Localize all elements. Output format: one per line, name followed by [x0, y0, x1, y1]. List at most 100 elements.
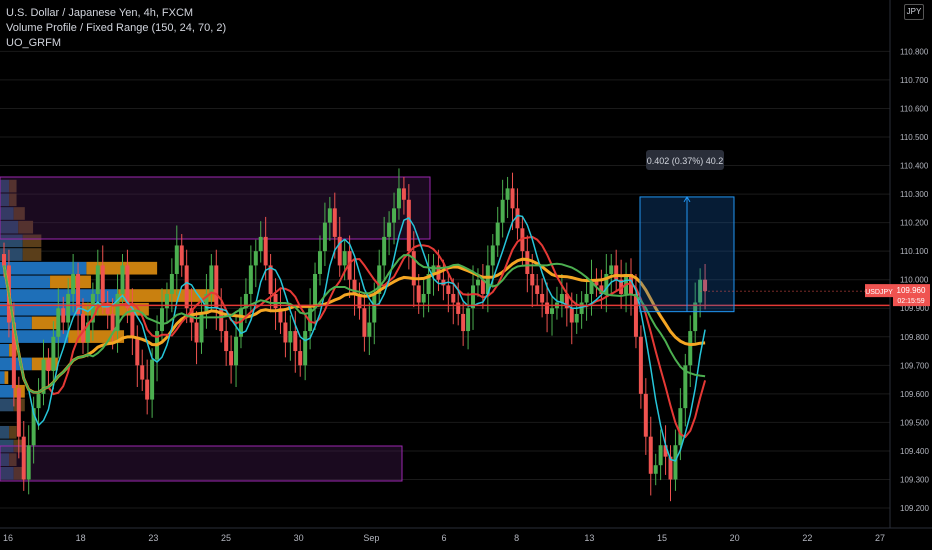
vp-up-bar: [0, 207, 14, 220]
candle-body: [85, 322, 90, 343]
candle-body: [693, 302, 698, 332]
candle-body: [313, 273, 318, 309]
candle-body: [653, 465, 658, 474]
candle-body: [604, 273, 609, 294]
candle-body: [308, 308, 313, 332]
candle-body: [194, 322, 199, 343]
candle-body: [633, 293, 638, 337]
candle-body: [322, 222, 327, 252]
candle-body: [589, 279, 594, 294]
candle-body: [347, 251, 352, 280]
candle-body: [540, 293, 545, 303]
candle-body: [95, 265, 100, 294]
vp-up-bar: [0, 384, 14, 398]
candle-body: [125, 265, 130, 309]
candle-body: [535, 285, 540, 294]
measure-label-bg: [646, 150, 724, 170]
time-tick-label: 23: [148, 533, 158, 543]
candle-body: [164, 293, 169, 309]
candle-body: [411, 251, 416, 286]
price-tick-label: 110.300: [900, 190, 929, 199]
candle-body: [416, 285, 421, 303]
candle-body: [100, 265, 105, 303]
candle-body: [219, 308, 224, 332]
candle-body: [490, 245, 495, 266]
candle-body: [466, 308, 471, 332]
candle-body: [638, 336, 643, 394]
candle-body: [337, 236, 342, 266]
candle-body: [31, 408, 36, 446]
candle-body: [135, 336, 140, 366]
candle-body: [21, 436, 26, 480]
candle-body: [357, 293, 362, 309]
candle-body: [179, 245, 184, 266]
candle-body: [559, 293, 564, 303]
candle-body: [614, 265, 619, 280]
symbol-tag-label: USDJPY: [865, 289, 893, 296]
price-tick-label: 109.500: [900, 418, 929, 427]
indicator-uo-grfm[interactable]: UO_GRFM: [6, 37, 61, 49]
vp-up-bar: [0, 193, 10, 207]
candle-body: [663, 445, 668, 457]
price-tick-label: 109.300: [900, 475, 929, 484]
candle-body: [268, 265, 273, 294]
candle-body: [36, 393, 41, 409]
candle-body: [456, 302, 461, 314]
vp-down-bar: [13, 207, 25, 220]
candle-body: [678, 408, 683, 446]
candle-body: [683, 365, 688, 409]
candle-body: [51, 336, 56, 372]
vp-up-bar: [0, 179, 10, 193]
candle-body: [367, 322, 372, 337]
candle-body: [11, 322, 16, 389]
price-axis[interactable]: 109.200 109.300 109.400 109.500 109.600 109.7…: [889, 0, 929, 528]
time-tick-label: Sep: [363, 533, 379, 543]
candle-body: [66, 293, 71, 323]
symbol-tag: [865, 284, 893, 298]
candle-body: [550, 308, 555, 314]
price-tick-label: 110.500: [900, 133, 929, 142]
price-range-measure[interactable]: 0.402 (0.37%) 40.2: [639, 150, 735, 313]
vp-up-bar: [0, 261, 87, 275]
candle-body: [80, 313, 85, 343]
price-tick-label: 109.800: [900, 333, 929, 342]
candle-body: [520, 228, 525, 252]
candle-body: [505, 188, 510, 200]
time-tick-label: 13: [584, 533, 594, 543]
ma-green-line: [3, 254, 706, 394]
candle-body: [26, 445, 31, 480]
candle-body: [648, 436, 653, 474]
candle-body: [431, 265, 436, 274]
time-axis[interactable]: 16 18 23 25 30 Sep 6 8 13 15 20 22 27: [0, 527, 932, 543]
candle-body: [2, 254, 6, 266]
candle-body: [658, 445, 663, 466]
vp-down-bar: [9, 179, 17, 193]
currency-button[interactable]: JPY: [904, 4, 924, 20]
candle-body: [703, 279, 708, 292]
symbol-title[interactable]: U.S. Dollar / Japanese Yen, 4h, FXCM: [6, 7, 194, 19]
vp-up-bar: [0, 371, 5, 384]
candle-body: [495, 222, 500, 246]
candle-body: [243, 293, 248, 309]
vp-down-bar: [50, 275, 91, 289]
candle-body: [61, 308, 66, 323]
time-tick-label: 16: [3, 533, 13, 543]
candle-body: [584, 293, 589, 303]
candle-body: [278, 308, 283, 323]
candle-body: [342, 251, 347, 266]
candle-body: [392, 208, 397, 223]
indicator-volume-profile[interactable]: Volume Profile / Fixed Range (150, 24, 7…: [6, 22, 227, 34]
candle-body: [530, 273, 535, 286]
vp-up-bar: [0, 316, 32, 330]
candle-body: [16, 388, 21, 437]
price-tag-value: 109.960: [897, 286, 926, 295]
candle-body: [668, 456, 673, 480]
candle-body: [253, 251, 258, 266]
vp-up-bar: [0, 289, 119, 302]
candle-body: [500, 199, 505, 223]
candle-body: [263, 236, 268, 266]
candle-body: [150, 359, 155, 400]
candle-body: [174, 245, 179, 274]
price-tag: USDJPY 109.960 02:15:59: [700, 284, 930, 307]
